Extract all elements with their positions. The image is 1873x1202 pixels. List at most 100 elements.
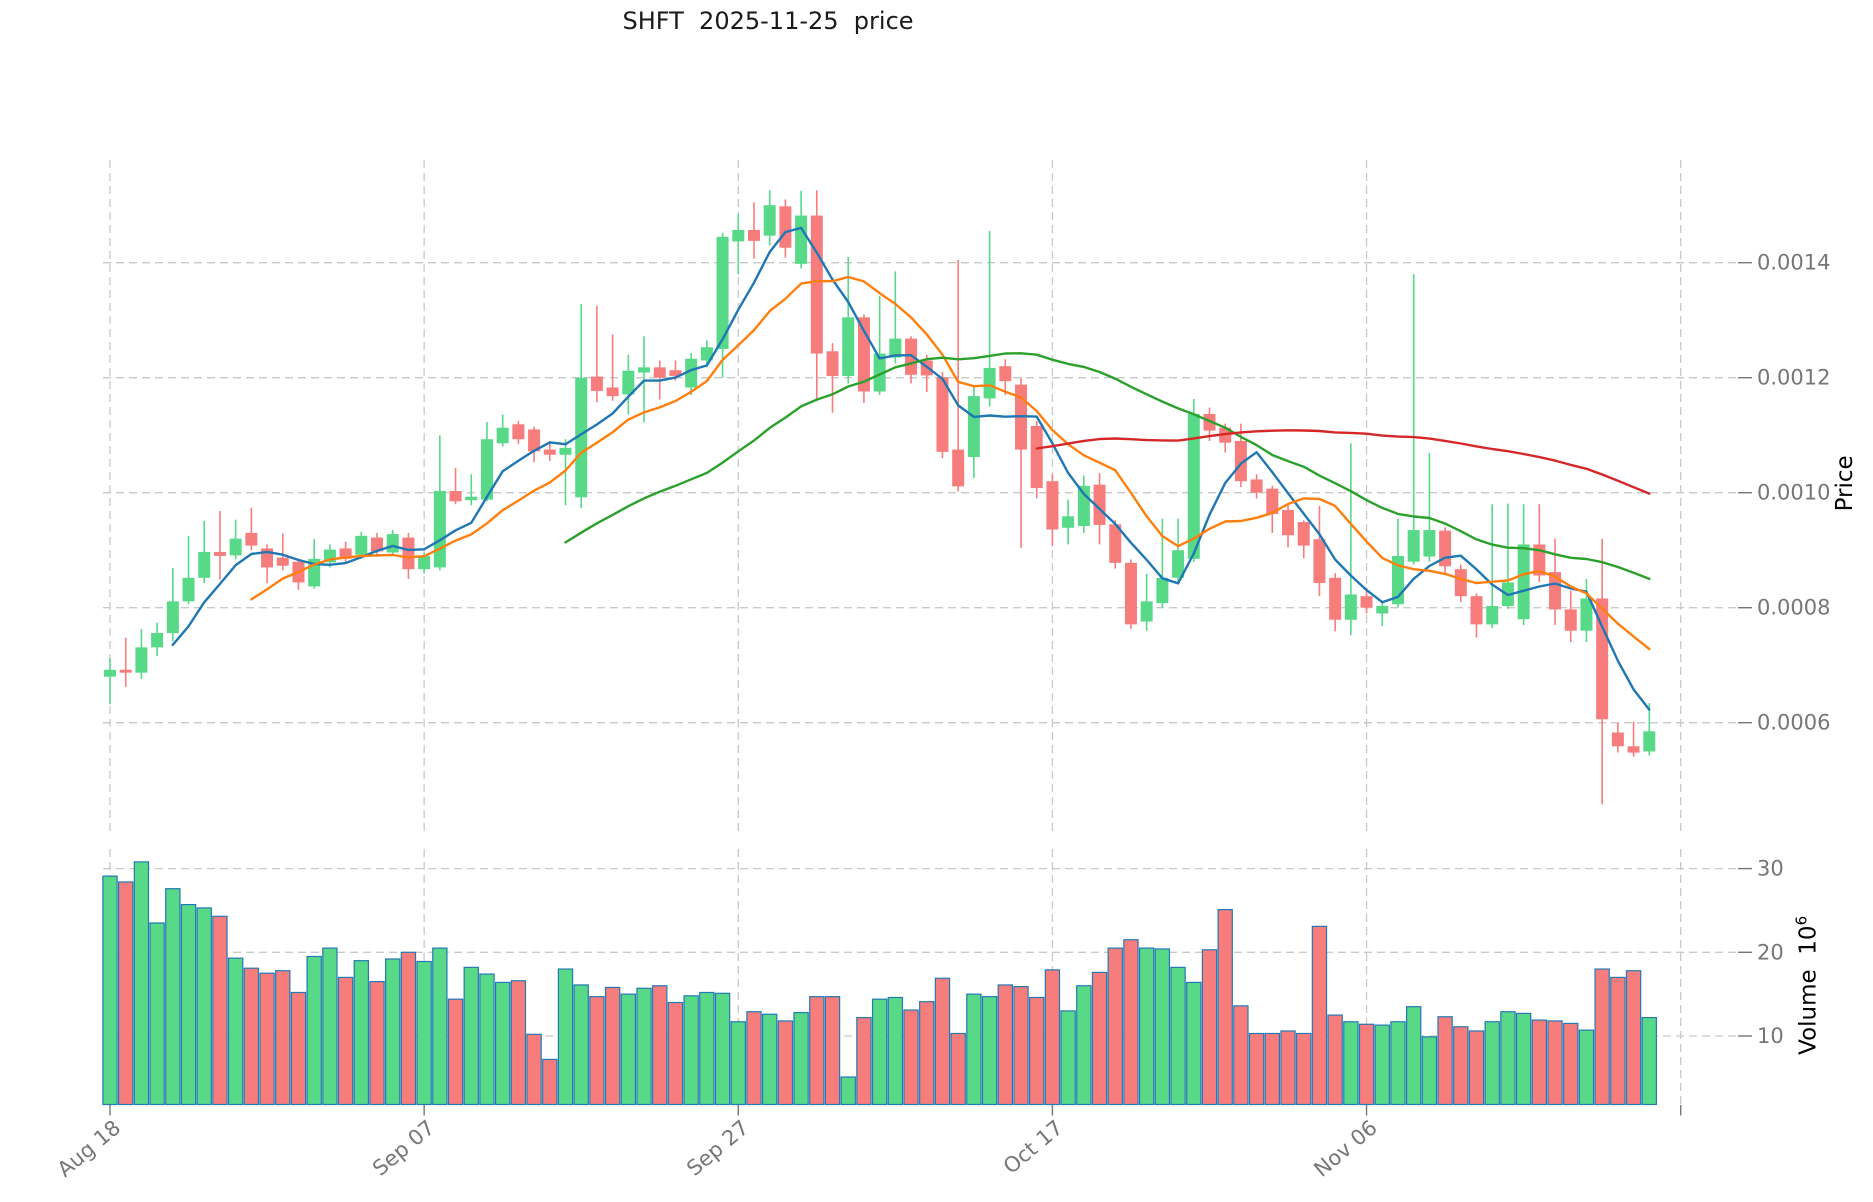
- candle-down: [339, 548, 352, 559]
- volume-bar-down: [997, 984, 1013, 1106]
- volume-bar-down: [1468, 1030, 1485, 1106]
- candle-up: [873, 353, 886, 392]
- volume-bar-down: [1091, 971, 1108, 1106]
- volume-bar-down: [1233, 1005, 1249, 1106]
- volume-bar-down: [1029, 996, 1045, 1106]
- candle-down: [1564, 609, 1577, 631]
- volume-bar-up: [385, 958, 401, 1106]
- volume-bar-down: [1358, 1023, 1375, 1106]
- candle-down: [276, 557, 289, 566]
- volume-bar-up: [1515, 1012, 1532, 1106]
- candle-down: [590, 376, 603, 391]
- volume-bar-up: [416, 960, 432, 1106]
- candle-up: [700, 347, 713, 361]
- volume-bar-down: [809, 996, 825, 1106]
- volume-bar-up: [1170, 966, 1186, 1106]
- volume-bar-up: [494, 981, 511, 1106]
- volume-tick-label: 30: [1757, 857, 1784, 881]
- volume-bar-up: [557, 968, 574, 1106]
- volume-bar-up: [165, 888, 181, 1106]
- candle-up: [1156, 577, 1169, 604]
- candle-up: [496, 427, 509, 444]
- candle-up: [1376, 605, 1389, 614]
- candle-down: [606, 387, 619, 397]
- candle-down: [1313, 539, 1326, 583]
- x-tick-label: Oct 17: [999, 1115, 1068, 1178]
- volume-bar-down: [1327, 1014, 1343, 1106]
- candle-down: [512, 424, 525, 440]
- volume-bar-up: [306, 955, 322, 1106]
- candle-down: [1360, 596, 1373, 608]
- candle-up: [1077, 485, 1090, 527]
- volume-bar-up: [1154, 948, 1171, 1106]
- candle-up: [622, 370, 635, 395]
- volume-bar-down: [1248, 1032, 1265, 1106]
- candle-down: [1282, 509, 1295, 536]
- volume-bar-down: [1625, 970, 1642, 1106]
- volume-bar-down: [447, 998, 464, 1106]
- volume-bar-down: [1531, 1019, 1548, 1106]
- ma-line-mav30: [564, 352, 1651, 581]
- candle-down: [905, 338, 918, 375]
- candle-up: [795, 215, 808, 264]
- volume-bar-down: [746, 1011, 762, 1106]
- volume-bar-up: [322, 947, 338, 1106]
- volume-bar-up: [353, 960, 370, 1106]
- volume-bar-down: [1610, 976, 1626, 1106]
- price-tick-label: 0.0014: [1757, 251, 1830, 275]
- price-axis-label-text: Price: [1832, 455, 1858, 512]
- volume-bar-down: [526, 1033, 542, 1106]
- candle-up: [889, 338, 902, 358]
- candle-down: [371, 537, 384, 552]
- candle-up: [1517, 544, 1530, 620]
- candle-up: [763, 205, 776, 236]
- volume-bar-down: [1563, 1022, 1579, 1106]
- volume-bar-up: [1186, 981, 1202, 1106]
- candle-down: [245, 532, 258, 546]
- candle-down: [999, 366, 1012, 382]
- volume-bar-down: [903, 1009, 919, 1106]
- volume-bar-down: [1547, 1020, 1563, 1106]
- volume-bar-up: [1138, 947, 1155, 1106]
- candle-down: [449, 490, 462, 502]
- volume-bar-up: [636, 987, 652, 1106]
- candle-down: [1454, 569, 1467, 597]
- volume-bar-up: [1343, 1021, 1359, 1106]
- price-tick-label: 0.0012: [1757, 366, 1830, 390]
- candle-up: [1580, 598, 1593, 631]
- candle-down: [1093, 484, 1106, 525]
- volume-bar-up: [1405, 1006, 1422, 1106]
- volume-bar-down: [824, 996, 841, 1106]
- volume-bar-down: [1044, 969, 1061, 1106]
- volume-bar-up: [432, 947, 448, 1106]
- candle-down: [1611, 732, 1624, 747]
- volume-axis-label: Volume 106: [1767, 916, 1848, 1084]
- volume-bar-up: [102, 875, 118, 1106]
- volume-bar-down: [118, 881, 134, 1106]
- candle-up: [983, 367, 996, 399]
- volume-bar-up: [573, 984, 589, 1106]
- volume-bar-up: [1374, 1024, 1390, 1106]
- volume-bar-down: [1201, 949, 1218, 1106]
- candle-up: [1187, 413, 1200, 559]
- price-axis-label: Price: [1806, 455, 1873, 540]
- volume-bar-down: [290, 991, 307, 1106]
- chart-title: SHFT 2025-11-25 price: [622, 7, 914, 35]
- candle-up: [182, 577, 195, 602]
- candle-up: [1344, 594, 1357, 620]
- x-tick-label: Sep 07: [368, 1115, 439, 1180]
- volume-bar-down: [1594, 968, 1610, 1106]
- volume-bar-up: [463, 966, 479, 1106]
- candle-down: [1627, 746, 1640, 753]
- volume-axis-unit-base: 10: [1795, 925, 1822, 955]
- candle-up: [716, 236, 729, 349]
- candle-up: [386, 534, 399, 553]
- volume-tick-label: 20: [1757, 940, 1784, 964]
- ma-line-mav10: [250, 275, 1651, 651]
- candle-down: [528, 429, 541, 452]
- candle-up: [842, 317, 855, 376]
- candle-up: [198, 551, 211, 578]
- volume-bar-down: [243, 967, 260, 1106]
- volume-bar-down: [1013, 986, 1029, 1106]
